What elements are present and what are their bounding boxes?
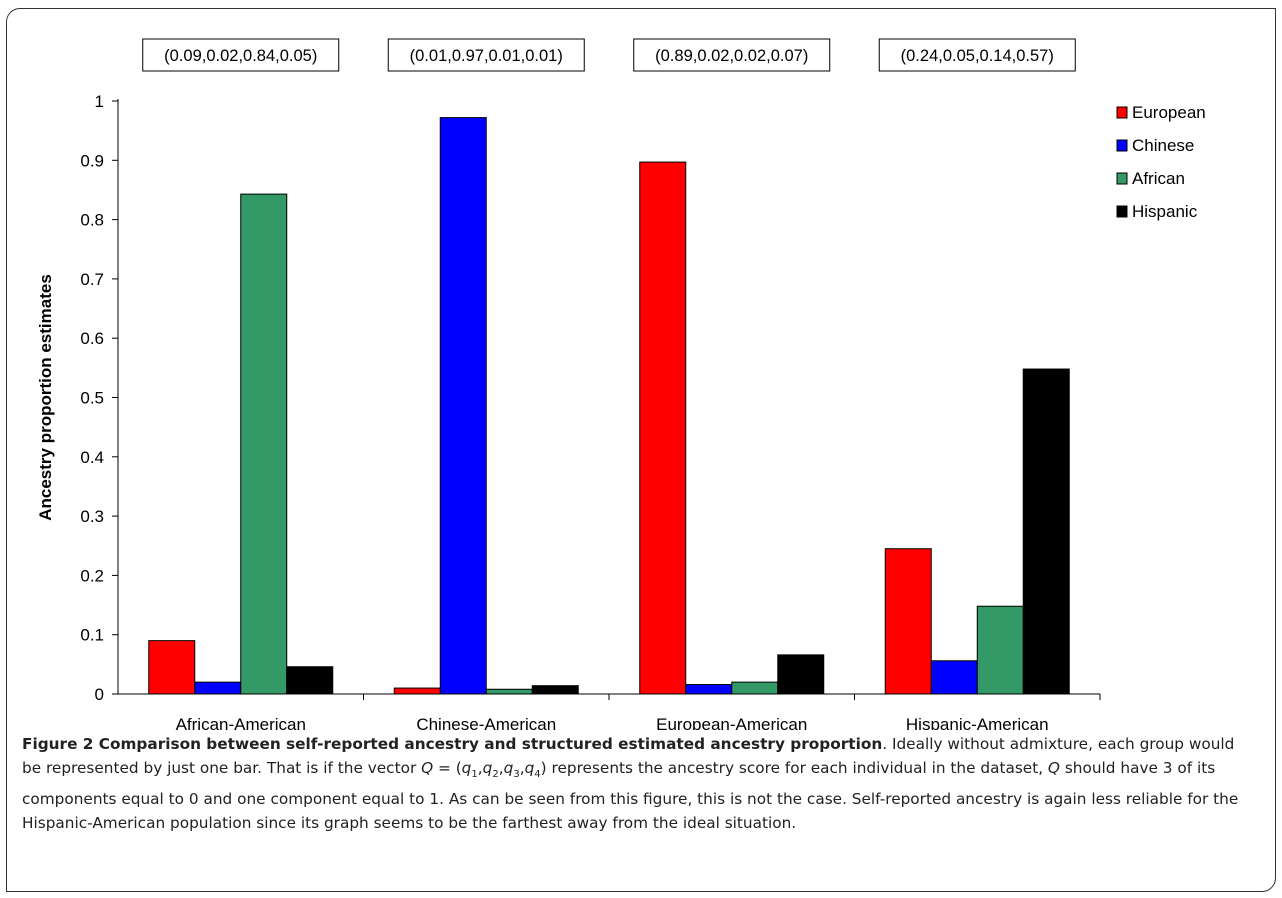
legend-swatch-african (1116, 172, 1128, 185)
bar-african (731, 681, 779, 695)
caption-q3: q (503, 759, 514, 777)
caption-text-2: ) represents the ancestry score for each… (540, 759, 1048, 777)
caption-q2: q (482, 759, 493, 777)
caption-q4: q (524, 759, 535, 777)
bar-european (639, 161, 687, 695)
legend-swatch-hispanic (1116, 205, 1128, 218)
bar-chinese (194, 681, 242, 695)
bar-chinese (685, 684, 733, 695)
annotation-box (633, 38, 831, 72)
bar-hispanic (1022, 368, 1070, 695)
x-tick-label: Chinese-American (416, 715, 556, 730)
bar-african (976, 605, 1024, 695)
y-tick-label: 0.8 (80, 211, 104, 230)
legend-label: Chinese (1132, 136, 1194, 155)
x-tick-label: African-American (176, 715, 306, 730)
caption-var-q: Q (421, 759, 434, 777)
y-tick-label: 0.7 (80, 270, 104, 289)
y-tick-label: 0.6 (80, 329, 104, 348)
bar-hispanic (777, 654, 825, 695)
bar-african (485, 688, 533, 695)
x-tick-label: European-American (656, 715, 807, 730)
caption-eq: = ( (433, 759, 462, 777)
y-axis-label: Ancestry proportion estimates (36, 274, 55, 521)
legend-swatch-chinese (1116, 139, 1128, 152)
bar-european (393, 687, 441, 695)
caption-sub-1: 1 (471, 769, 478, 781)
figure-caption: Figure 2 Comparison between self-reporte… (22, 732, 1258, 835)
caption-text-3: should have 3 of its components equal to… (22, 759, 1239, 833)
caption-lead: Figure 2 Comparison between self-reporte… (22, 735, 883, 753)
annotation-box (142, 38, 340, 72)
annotation-label: (0.24,0.05,0.14,0.57) (901, 47, 1054, 65)
y-tick-label: 0.4 (80, 448, 104, 467)
caption-q1: q (461, 759, 472, 777)
bar-european (884, 548, 932, 695)
legend-label: European (1132, 103, 1206, 122)
annotation-box (387, 38, 585, 72)
legend-label: Hispanic (1132, 202, 1198, 221)
bar-chinese (930, 660, 978, 695)
y-tick-label: 1 (95, 92, 104, 111)
x-tick-label: Hispanic-American (906, 715, 1049, 730)
caption-var-q: Q (1047, 759, 1060, 777)
annotation-label: (0.89,0.02,0.02,0.07) (655, 47, 808, 65)
caption-comma: , (519, 759, 525, 777)
bar-hispanic (286, 666, 334, 695)
y-tick-label: 0.2 (80, 566, 104, 585)
bar-chinese (439, 117, 487, 695)
annotation-box (878, 38, 1076, 72)
caption-comma: , (477, 759, 483, 777)
y-tick-label: 0.3 (80, 507, 104, 526)
caption-sub-3: 3 (513, 769, 520, 781)
bar-european (148, 640, 196, 695)
bar-chart: 0 0.1 0.2 0.3 0.4 0.5 0.6 0.7 0.8 0.9 1 Ancestry pr… (36, 38, 1206, 730)
y-tick-label: 0.5 (80, 389, 104, 408)
figure-frame (6, 8, 1276, 892)
bar-hispanic (531, 685, 579, 695)
legend-swatch-european (1116, 106, 1128, 119)
bar-african (240, 193, 288, 695)
annotation-label: (0.01,0.97,0.01,0.01) (410, 47, 563, 65)
legend-label: African (1132, 169, 1185, 188)
y-tick-label: 0 (95, 685, 104, 704)
caption-text-1: . Ideally without admixture, each group … (22, 735, 1235, 777)
caption-sub-4: 4 (534, 769, 541, 781)
annotation-label: (0.09,0.02,0.84,0.05) (164, 47, 317, 65)
caption-sub-2: 2 (492, 769, 499, 781)
y-tick-label: 0.1 (80, 626, 104, 645)
y-tick-label: 0.9 (80, 151, 104, 170)
caption-comma: , (498, 759, 504, 777)
